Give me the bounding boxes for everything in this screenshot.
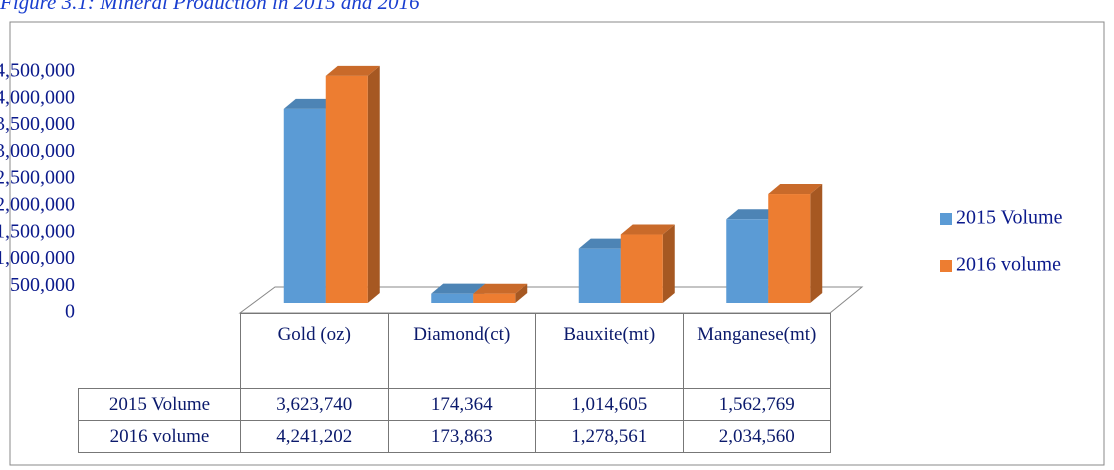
bar-top	[578, 238, 633, 249]
bar	[473, 293, 516, 303]
table-value: 1,278,561	[535, 420, 684, 453]
y-tick-label: 4,500,000	[0, 60, 75, 82]
table-value: 4,241,202	[240, 420, 389, 453]
y-tick-label: 1,000,000	[0, 247, 75, 269]
bar	[578, 248, 621, 303]
bar-top	[325, 65, 380, 76]
bar-top	[726, 209, 781, 220]
chart-frame	[9, 21, 1105, 466]
row-header: 2015 Volume	[78, 388, 241, 421]
y-tick-label: 0	[65, 301, 75, 323]
y-tick-label: 1,500,000	[0, 220, 75, 242]
y-tick-label: 3,000,000	[0, 140, 75, 162]
bar-side	[515, 283, 528, 303]
category-label: Manganese(mt)	[682, 313, 831, 389]
table-value: 1,014,605	[535, 388, 684, 421]
table-value: 3,623,740	[240, 388, 389, 421]
y-tick-label: 2,000,000	[0, 193, 75, 215]
category-label: Gold (oz)	[240, 313, 389, 389]
legend-label: 2016 volume	[956, 254, 1061, 276]
table-value: 2,034,560	[682, 420, 831, 453]
chart-title: Figure 3.1: Mineral Production in 2015 a…	[0, 0, 420, 14]
row-header: 2016 volume	[78, 420, 241, 453]
y-tick-label: 4,000,000	[0, 86, 75, 108]
bar-top	[431, 283, 486, 294]
y-tick-label: 2,500,000	[0, 167, 75, 189]
bar-top	[473, 283, 528, 294]
bar-top	[620, 224, 675, 235]
bar-top	[283, 98, 338, 109]
bar-top	[768, 184, 823, 195]
table-value: 173,863	[387, 420, 536, 453]
table-value: 1,562,769	[682, 388, 831, 421]
bar-side	[810, 184, 823, 303]
legend-swatch	[940, 213, 952, 225]
bar-side	[662, 224, 675, 303]
y-tick-label: 500,000	[10, 274, 75, 296]
legend-label: 2015 Volume	[956, 207, 1063, 229]
bar	[620, 234, 663, 303]
legend-swatch	[940, 260, 952, 272]
bar	[325, 75, 368, 303]
bar-side	[367, 65, 380, 303]
bar	[283, 108, 326, 303]
category-label: Bauxite(mt)	[535, 313, 684, 389]
bar	[768, 194, 811, 303]
bar	[726, 219, 769, 303]
category-label: Diamond(ct)	[387, 313, 536, 389]
bar	[431, 293, 474, 303]
y-tick-label: 3,500,000	[0, 113, 75, 135]
table-value: 174,364	[387, 388, 536, 421]
